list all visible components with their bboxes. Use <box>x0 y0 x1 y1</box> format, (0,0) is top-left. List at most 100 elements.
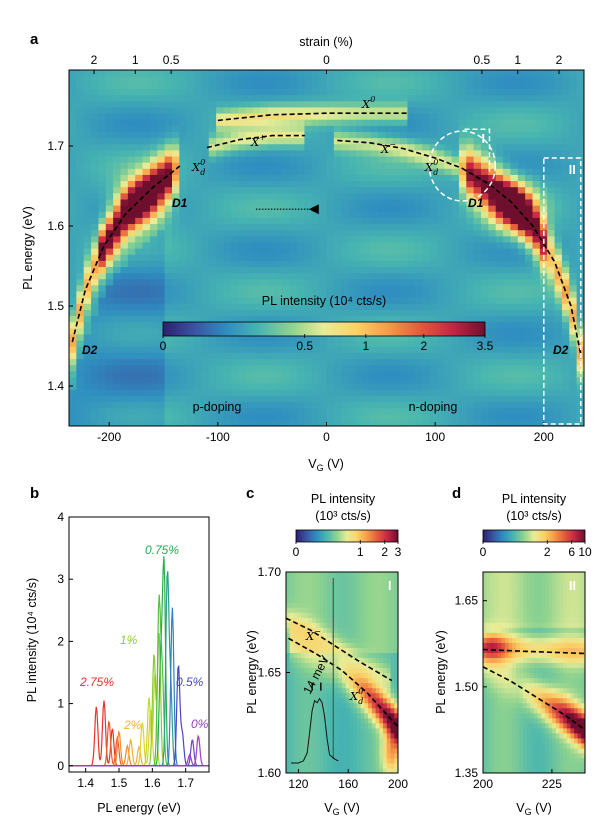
heatmap-cell <box>481 290 489 298</box>
heatmap-cell <box>466 168 475 175</box>
heatmap-cell <box>576 419 584 426</box>
heatmap-cell <box>326 333 335 341</box>
heatmap-cell <box>315 722 321 729</box>
heatmap-cell <box>120 82 129 90</box>
heatmap-cell <box>414 168 423 175</box>
heatmap-cell <box>300 737 306 744</box>
heatmap-cell <box>323 762 328 769</box>
heatmap-cell <box>135 168 144 175</box>
heatmap-cell <box>275 143 283 151</box>
heatmap-cell <box>113 229 122 237</box>
heatmap-cell <box>429 229 438 237</box>
heatmap-cell <box>142 389 151 396</box>
heatmap-cell <box>260 266 269 274</box>
heatmap-cell <box>451 315 460 323</box>
heatmap-cell <box>326 284 335 292</box>
heatmap-cell <box>333 340 342 347</box>
heatmap-cell <box>378 205 386 212</box>
heatmap-cell <box>282 376 291 384</box>
heatmap-cell <box>327 617 332 623</box>
heatmap-cell <box>348 112 357 120</box>
heatmap-cell <box>333 364 342 372</box>
heatmap-cell <box>466 309 475 317</box>
heatmap-cell <box>333 284 342 292</box>
heatmap-cell <box>105 376 114 384</box>
heatmap-cell <box>304 727 309 734</box>
heatmap-cell <box>267 143 276 151</box>
heatmap-cell <box>414 401 423 409</box>
heatmap-cell <box>297 76 306 83</box>
heatmap-cell <box>525 106 534 114</box>
heatmap-cell <box>120 352 129 360</box>
heatmap-cell <box>349 657 354 664</box>
heatmap-cell <box>142 112 151 120</box>
heatmap-cell <box>289 192 298 200</box>
heatmap-cell <box>569 248 578 255</box>
heatmap-cell <box>293 632 298 638</box>
heatmap-cell <box>488 254 497 261</box>
heatmap-cell <box>370 70 379 77</box>
heatmap-cell <box>315 572 321 578</box>
heatmap-cell <box>458 186 467 194</box>
heatmap-cell <box>319 254 328 261</box>
heatmap-cell <box>338 612 343 618</box>
heatmap-cell <box>554 364 563 372</box>
heatmap-cell <box>400 278 409 286</box>
heatmap-cell <box>429 315 438 323</box>
heatmap-cell <box>392 395 401 403</box>
heatmap-cell <box>230 407 239 415</box>
heatmap-cell <box>179 358 188 366</box>
heatmap-cell <box>289 712 295 719</box>
heatmap-cell <box>208 419 217 426</box>
heatmap-cell <box>444 137 453 145</box>
heatmap-cell <box>327 732 332 739</box>
heatmap-cell <box>495 254 504 261</box>
y-axis-title-b: PL intensity (10⁴ cts/s) <box>25 578 39 702</box>
heatmap-cell <box>304 407 313 415</box>
heatmap-cell <box>286 662 291 669</box>
heatmap-cell <box>311 419 320 426</box>
heatmap-cell <box>525 376 534 384</box>
heatmap-cell <box>267 395 276 403</box>
heatmap-cell <box>378 162 386 169</box>
heatmap-cell <box>370 211 379 218</box>
heatmap-cell <box>267 278 276 286</box>
heatmap-cell <box>481 389 489 396</box>
heatmap-cell <box>98 192 107 200</box>
heatmap-cell <box>495 248 504 255</box>
heatmap-cell <box>422 70 431 77</box>
heatmap-cell <box>223 180 232 188</box>
heatmap-cell <box>113 143 122 151</box>
heatmap-cell <box>223 235 232 243</box>
heatmap-cell <box>230 315 239 323</box>
heatmap-cell <box>282 125 291 132</box>
heatmap-cell <box>216 112 225 120</box>
heatmap-cell <box>238 309 247 317</box>
heatmap-cell <box>238 155 247 163</box>
heatmap-cell <box>319 682 324 689</box>
heatmap-cell <box>311 358 320 366</box>
heatmap-cell <box>289 100 298 108</box>
heatmap-cell <box>238 303 247 310</box>
heatmap-cell <box>149 278 158 286</box>
heatmap-cell <box>436 149 445 157</box>
heatmap-cell <box>333 112 342 120</box>
heatmap-cell <box>407 266 416 274</box>
heatmap-cell <box>466 125 475 132</box>
heatmap-cell <box>201 290 210 298</box>
heatmap-cell <box>333 149 342 157</box>
heatmap-cell <box>311 106 320 114</box>
heatmap-cell <box>91 290 100 298</box>
heatmap-cell <box>142 125 151 132</box>
heatmap-cell <box>341 168 350 175</box>
heatmap-cell <box>422 174 431 182</box>
heatmap-cell <box>378 389 386 396</box>
heatmap-cell <box>327 687 332 694</box>
heatmap-cell <box>532 297 541 304</box>
heatmap-cell <box>378 174 386 182</box>
heatmap-cell <box>473 401 482 409</box>
heatmap-cell <box>407 229 416 237</box>
heatmap-cell <box>201 389 210 396</box>
heatmap-cell <box>334 572 339 578</box>
